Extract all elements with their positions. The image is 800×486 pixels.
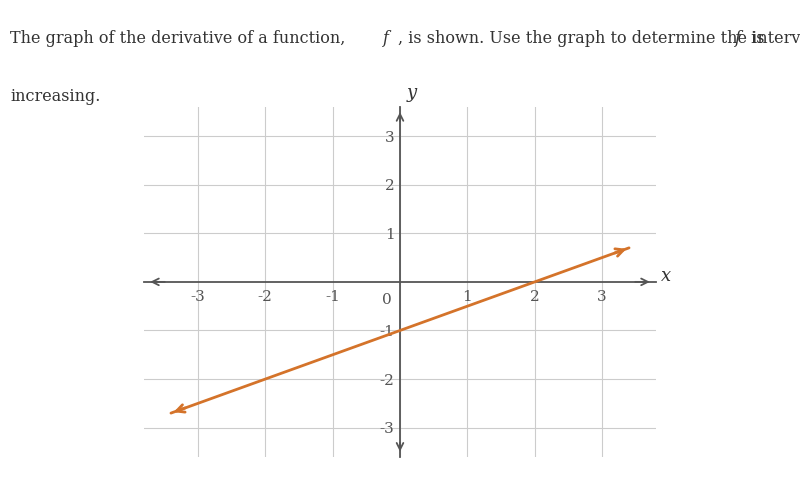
Text: 0: 0 (382, 293, 392, 307)
Text: x: x (662, 267, 671, 285)
Text: y: y (407, 84, 417, 102)
Text: is: is (746, 30, 765, 47)
Text: f: f (383, 30, 389, 47)
Text: f: f (734, 30, 741, 47)
Text: The graph of the derivative of a function,: The graph of the derivative of a functio… (10, 30, 351, 47)
Text: , is shown. Use the graph to determine the interval on which: , is shown. Use the graph to determine t… (398, 30, 800, 47)
Text: increasing.: increasing. (10, 87, 101, 104)
